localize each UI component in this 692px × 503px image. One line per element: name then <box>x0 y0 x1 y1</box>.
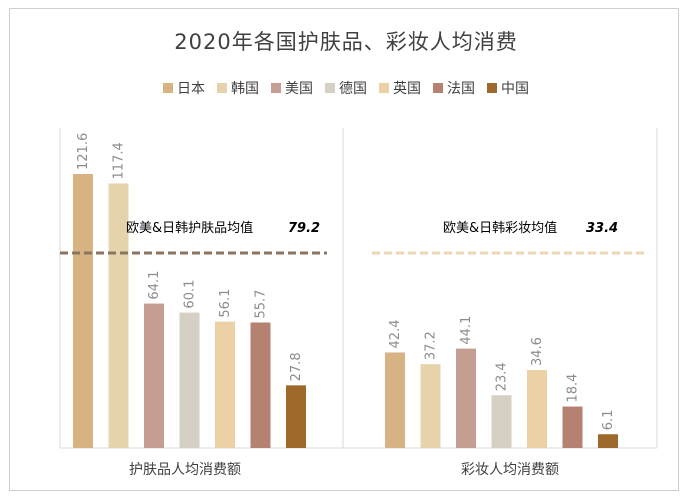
bar-skincare-4 <box>215 321 235 448</box>
legend-item-china: 中国 <box>487 78 529 98</box>
legend: 日本 韩国 美国 德国 英国 法国 中国 <box>0 78 692 98</box>
bar-makeup-1 <box>420 364 441 448</box>
bar-skincare-0 <box>73 174 93 448</box>
bar-skincare-3 <box>179 312 200 448</box>
data-label-skincare-0: 121.6 <box>76 133 91 170</box>
legend-swatch-korea <box>217 83 227 93</box>
legend-swatch-china <box>487 83 497 93</box>
data-label-makeup-4: 34.6 <box>530 337 545 366</box>
average-label-makeup: 欧美&日韩彩妆均值 <box>443 220 557 236</box>
legend-item-japan: 日本 <box>163 78 205 98</box>
legend-swatch-uk <box>379 83 389 93</box>
bar-makeup-5 <box>562 406 583 448</box>
data-label-makeup-0: 42.4 <box>388 320 403 349</box>
data-label-skincare-6: 27.8 <box>289 352 304 381</box>
average-value-skincare: 79.2 <box>288 221 320 236</box>
legend-label-japan: 日本 <box>177 81 205 97</box>
bar-skincare-6 <box>286 385 306 448</box>
legend-item-france: 法国 <box>433 78 475 98</box>
legend-label-china: 中国 <box>501 81 529 97</box>
legend-item-korea: 韩国 <box>217 78 259 98</box>
bar-skincare-2 <box>144 303 164 448</box>
legend-swatch-france <box>433 83 443 93</box>
data-label-makeup-5: 18.4 <box>566 374 581 403</box>
bar-makeup-4 <box>527 370 547 448</box>
data-label-makeup-6: 6.1 <box>601 410 616 431</box>
data-label-makeup-2: 44.1 <box>459 316 474 345</box>
data-label-skincare-4: 56.1 <box>218 289 233 318</box>
bar-makeup-6 <box>598 434 618 448</box>
bar-makeup-0 <box>385 352 405 448</box>
legend-label-usa: 美国 <box>285 81 313 97</box>
legend-label-france: 法国 <box>447 81 475 97</box>
bar-skincare-5 <box>250 322 271 448</box>
average-label-skincare: 欧美&日韩护肤品均值 <box>126 220 253 236</box>
legend-label-uk: 英国 <box>393 81 421 97</box>
chart-title: 2020年各国护肤品、彩妆人均消费 <box>174 30 518 54</box>
legend-swatch-usa <box>271 83 281 93</box>
legend-item-uk: 英国 <box>379 78 421 98</box>
legend-swatch-germany <box>325 83 335 93</box>
bar-makeup-2 <box>456 348 476 448</box>
data-label-skincare-2: 64.1 <box>147 271 162 300</box>
data-label-skincare-3: 60.1 <box>183 280 198 309</box>
average-value-makeup: 33.4 <box>586 221 618 236</box>
data-label-skincare-1: 117.4 <box>112 142 127 179</box>
legend-item-usa: 美国 <box>271 78 313 98</box>
data-label-makeup-1: 37.2 <box>424 331 439 360</box>
legend-label-korea: 韩国 <box>231 81 259 97</box>
legend-swatch-japan <box>163 83 173 93</box>
legend-item-germany: 德国 <box>325 78 367 98</box>
group-axis-label-skincare: 护肤品人均消费额 <box>129 462 241 478</box>
data-label-skincare-5: 55.7 <box>254 290 269 319</box>
group-axis-label-makeup: 彩妆人均消费额 <box>461 462 559 478</box>
data-label-makeup-3: 23.4 <box>495 362 510 391</box>
bar-skincare-1 <box>108 183 129 449</box>
bar-makeup-3 <box>491 395 512 448</box>
legend-label-germany: 德国 <box>339 81 367 97</box>
